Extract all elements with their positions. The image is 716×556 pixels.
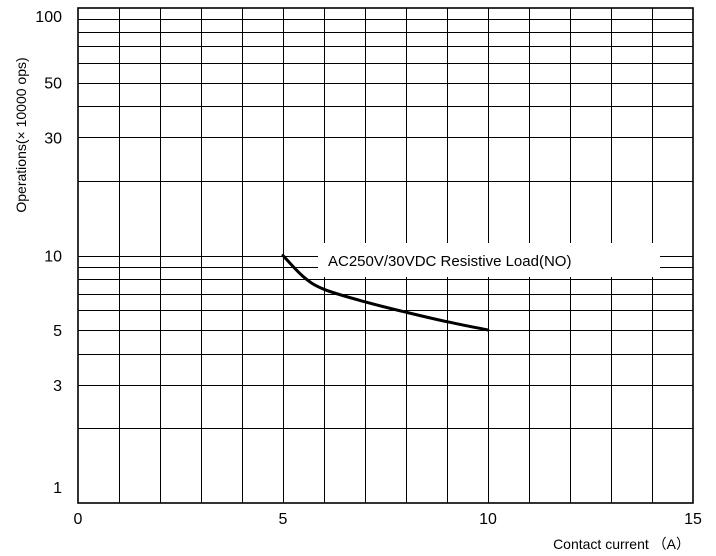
x-tick-label: 15	[684, 511, 702, 528]
annotation-label: AC250V/30VDC Resistive Load(NO)	[328, 253, 571, 270]
y-tick-label: 50	[44, 76, 62, 93]
annotation-background	[318, 243, 660, 277]
x-tick-label: 5	[279, 511, 288, 528]
y-tick-label: 30	[44, 130, 62, 147]
y-tick-label: 10	[44, 249, 62, 266]
tick-labels: 0 5 10 15 1 3 5 10 30 50 100	[35, 9, 702, 528]
y-tick-label: 1	[53, 480, 62, 497]
y-axis-title: Operations(× 10000 ops)	[13, 57, 29, 212]
x-tick-label: 0	[74, 511, 83, 528]
y-tick-label: 5	[53, 323, 62, 340]
plot-frame	[77, 7, 694, 504]
series-line	[281, 254, 490, 332]
x-tick-label: 10	[479, 511, 497, 528]
annotation-group: AC250V/30VDC Resistive Load(NO)	[318, 243, 660, 277]
x-axis-title: Contact current （A）	[553, 536, 690, 552]
series-layer	[281, 254, 490, 332]
y-tick-label: 100	[35, 9, 62, 26]
y-tick-label: 3	[53, 378, 62, 395]
